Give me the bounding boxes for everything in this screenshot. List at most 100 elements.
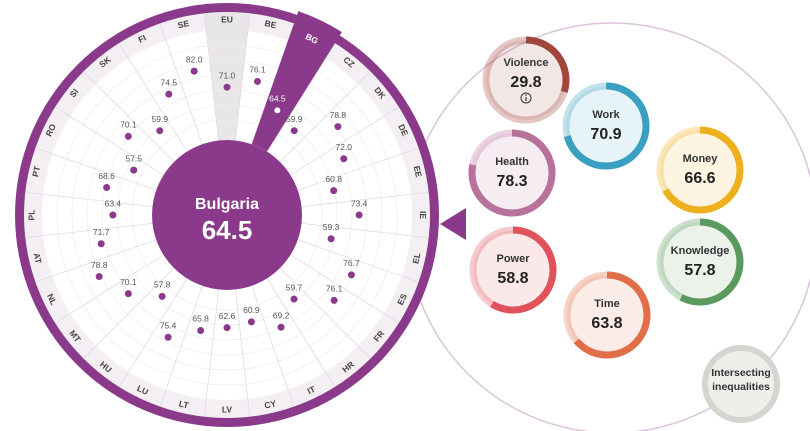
center-name: Bulgaria: [195, 196, 259, 213]
radial-chart: EU71.0BE76.1BG64.5CZ59.9DK78.8DE72.0EE60…: [15, 3, 439, 427]
country-label: LV: [222, 404, 233, 414]
slice-divider: [297, 147, 419, 191]
country-label: PL: [26, 210, 36, 221]
value-label: 65.8: [192, 314, 209, 324]
value-label: 76.7: [343, 258, 360, 268]
value-label: 59.7: [286, 282, 303, 292]
domain-arc: [662, 126, 744, 214]
reference-wedge: [204, 11, 250, 141]
dot: [109, 211, 117, 219]
info-icon-dot: [525, 94, 527, 96]
pointer: [440, 208, 466, 240]
country-label: IE: [418, 211, 428, 219]
domain-name: Time: [594, 298, 619, 310]
dot: [273, 106, 282, 115]
highlight-wedge: [251, 11, 342, 152]
country-label: CY: [263, 398, 277, 410]
dot: [330, 296, 338, 304]
domain-name: Power: [496, 253, 530, 265]
dot: [247, 318, 255, 326]
slice-divider: [25, 222, 153, 239]
value-label: 75.4: [160, 321, 177, 331]
country-label: FI: [136, 32, 147, 44]
value-label: 57.5: [125, 153, 142, 163]
country-label: ES: [395, 292, 409, 307]
dot: [327, 235, 335, 243]
domain-value: 57.8: [684, 262, 715, 279]
slice-divider: [159, 23, 203, 145]
value-label: 59.9: [152, 114, 169, 124]
dot: [164, 333, 172, 341]
country-label: EL: [410, 252, 422, 265]
country-label: PT: [30, 164, 42, 178]
slice-divider: [83, 71, 175, 163]
dot: [334, 123, 342, 131]
dot: [355, 211, 363, 219]
domain-arc: [679, 218, 744, 306]
dot: [190, 67, 198, 75]
value-label: 70.1: [120, 120, 137, 130]
slice-divider: [290, 106, 400, 176]
slice-divider: [203, 289, 220, 417]
slice-divider: [301, 222, 429, 239]
country-label: IT: [306, 384, 318, 397]
dot: [223, 83, 231, 91]
country-label: NL: [45, 292, 59, 307]
slice-divider: [118, 278, 188, 388]
domain-name: Work: [592, 109, 620, 121]
slice-divider: [159, 285, 203, 407]
value-label: 72.0: [335, 142, 352, 152]
slice-divider: [203, 13, 220, 141]
value-label: 76.1: [249, 65, 266, 75]
domain-name: Money: [683, 153, 719, 165]
country-label: DE: [396, 123, 410, 138]
intersecting-circle: [702, 345, 780, 423]
value-label: 76.1: [326, 284, 343, 294]
value-label: 71.7: [93, 227, 110, 237]
slice-divider: [290, 254, 400, 324]
slice-divider: [35, 239, 157, 283]
country-label: SE: [177, 18, 191, 30]
country-label: AT: [32, 252, 44, 265]
country-label: BE: [264, 18, 278, 30]
value-label: 59.3: [323, 222, 340, 232]
value-label: 57.8: [154, 280, 171, 290]
center-value: 64.5: [202, 215, 253, 245]
country-label: EE: [412, 165, 424, 179]
domain-value: 70.9: [590, 126, 621, 143]
value-label: 70.1: [120, 277, 137, 287]
ring-guide: [71, 59, 383, 371]
domain-value: 63.8: [591, 315, 622, 332]
slice-divider: [301, 191, 429, 208]
country-label: LT: [178, 398, 191, 410]
country-label: EU: [221, 14, 233, 24]
domain-arc: [573, 271, 651, 359]
dot: [95, 273, 103, 281]
domain-arc: [563, 82, 650, 170]
dot: [165, 90, 173, 98]
value-label: 64.5: [269, 94, 286, 104]
value-label: 78.8: [91, 260, 108, 270]
dot: [223, 324, 231, 332]
intersecting-label: Intersecting inequalities: [711, 367, 771, 393]
domain-arc: [468, 129, 556, 217]
domain-value: 78.3: [496, 173, 527, 190]
value-label: 82.0: [186, 54, 203, 64]
slice-divider: [279, 71, 371, 163]
value-label: 60.8: [325, 174, 342, 184]
value-label: 78.8: [330, 110, 347, 120]
slice-divider: [83, 267, 175, 359]
domain-value: 58.8: [497, 270, 528, 287]
slice-divider: [54, 254, 164, 324]
dot: [340, 155, 348, 163]
slice-divider: [54, 106, 164, 176]
dot: [253, 77, 261, 85]
ring-guide: [86, 74, 368, 356]
slice-divider: [266, 278, 336, 388]
ring-guide: [131, 119, 323, 311]
dot: [290, 127, 298, 135]
dot: [347, 271, 355, 279]
dot: [97, 240, 105, 248]
